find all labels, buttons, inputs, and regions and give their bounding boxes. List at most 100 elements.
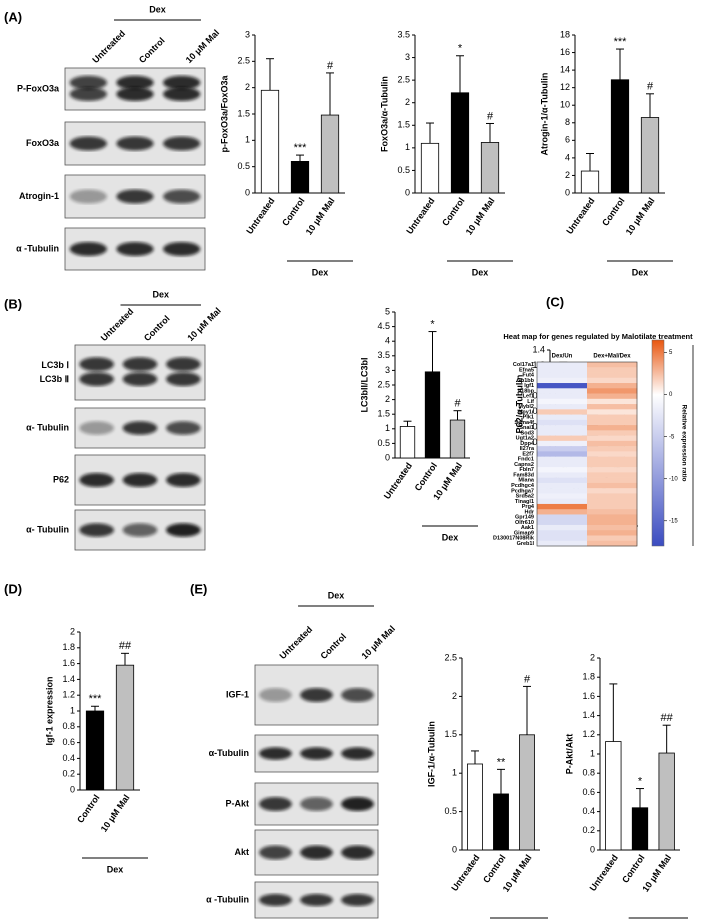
- group-label: Dex: [472, 267, 489, 277]
- heatmap-frame: [536, 361, 638, 547]
- column-label: Dex+Mal/Dex: [593, 354, 631, 360]
- blot-band: [79, 421, 114, 435]
- heatmap-cell: [587, 419, 638, 426]
- colorbar: [651, 339, 665, 547]
- heatmap-cell: [537, 503, 588, 510]
- y-tick-label: 1.4: [62, 674, 75, 684]
- y-tick-label: 1: [590, 748, 595, 758]
- panel-label: (D): [4, 581, 22, 596]
- x-tick-label: Control: [481, 853, 508, 885]
- y-tick-label: 2: [245, 82, 250, 92]
- y-axis-label: Igf-1 expression: [44, 676, 54, 745]
- row-label: Srd5a2: [516, 494, 534, 500]
- heatmap-cell: [537, 377, 588, 384]
- y-tick-label: 0.4: [582, 806, 595, 816]
- significance-label: *: [458, 43, 463, 55]
- y-tick-label: 0: [405, 187, 410, 197]
- blot-band: [163, 87, 201, 102]
- row-label: Lif: [527, 399, 534, 405]
- row-label: Sema4f: [514, 420, 534, 426]
- blot-band: [163, 189, 201, 204]
- heatmap-cell: [587, 498, 638, 505]
- blot-band: [122, 357, 158, 372]
- y-axis-label: Atrogin-1/α-Tubulin: [539, 73, 549, 156]
- row-label: Prg4: [522, 504, 535, 510]
- bar: [493, 793, 509, 851]
- y-tick-label: 16: [560, 47, 570, 57]
- heatmap-cell: [587, 393, 638, 400]
- x-tick-label: Untreated: [564, 196, 596, 236]
- x-tick-label: 10 μM Mal: [304, 196, 337, 237]
- heatmap-cell: [587, 414, 638, 421]
- row-label: Sod3: [521, 430, 534, 436]
- heatmap-cell: [587, 514, 638, 521]
- blot-band: [341, 747, 374, 760]
- y-tick-label: 0.6: [62, 737, 75, 747]
- y-tick-label: 2.5: [377, 379, 390, 389]
- heatmap-cell: [537, 404, 588, 410]
- significance-label: #: [327, 60, 334, 72]
- y-tick-label: 0.8: [582, 768, 595, 778]
- heatmap-cell: [587, 493, 638, 499]
- heatmap-cell: [537, 388, 588, 394]
- blot-band: [259, 747, 292, 760]
- y-tick-label: 2.5: [237, 56, 250, 66]
- bar: [420, 142, 440, 194]
- significance-label: #: [487, 110, 494, 122]
- y-tick-label: 1.5: [237, 108, 250, 118]
- bar: [260, 89, 280, 194]
- y-tick-label: 0.5: [444, 806, 457, 816]
- group-label: Dex: [632, 267, 649, 277]
- blot-band: [300, 893, 333, 907]
- blot-band: [116, 189, 154, 204]
- y-tick-label: 0.5: [237, 161, 250, 171]
- bar: [399, 426, 416, 459]
- y-tick-label: 0: [245, 187, 250, 197]
- row-label: Plk1: [523, 415, 534, 421]
- heatmap-cell: [537, 398, 588, 405]
- y-tick-label: 1.2: [582, 729, 595, 739]
- y-tick-label: 1: [245, 135, 250, 145]
- bar: [115, 664, 135, 791]
- y-tick-label: 3: [385, 365, 390, 375]
- heatmap-cell: [587, 404, 638, 410]
- row-label: Lef1: [523, 394, 534, 400]
- y-tick-label: 1: [70, 705, 75, 715]
- row-label: Hdr: [525, 509, 535, 515]
- heatmap-cell: [587, 425, 638, 431]
- heatmap-cell: [537, 372, 588, 379]
- bar: [631, 807, 649, 851]
- significance-label: *: [638, 775, 643, 787]
- bar: [610, 79, 630, 194]
- row-label: Il18bp: [518, 388, 535, 394]
- blot-band: [166, 523, 201, 537]
- blot-label: Akt: [234, 847, 249, 857]
- y-tick-label: 1.4: [582, 710, 595, 720]
- y-tick-label: 2.5: [397, 75, 410, 85]
- heatmap-cell: [587, 383, 638, 389]
- blot-band: [79, 372, 114, 387]
- y-tick-label: 12: [560, 82, 570, 92]
- heatmap-cell: [587, 482, 638, 489]
- panel-label: (C): [546, 294, 564, 309]
- y-axis-label: FoxO3a/α-Tubulin: [379, 76, 389, 152]
- heatmap-cell: [587, 398, 638, 405]
- heatmap-cell: [587, 377, 638, 384]
- row-label: Tinagl1: [515, 499, 534, 505]
- blot-band: [116, 75, 154, 90]
- blot-band: [116, 87, 154, 102]
- significance-label: ***: [294, 142, 308, 154]
- y-tick-label: 8: [565, 117, 570, 127]
- blot-band: [79, 357, 114, 372]
- row-label: Mlana: [518, 478, 535, 484]
- y-tick-label: 0.2: [582, 825, 595, 835]
- blot-band: [259, 797, 292, 811]
- significance-label: ##: [661, 712, 674, 724]
- y-tick-label: 1.5: [377, 409, 390, 419]
- significance-label: ***: [89, 693, 103, 705]
- bar: [467, 763, 483, 851]
- heatmap-cell: [587, 519, 638, 526]
- heatmap-cell: [537, 514, 588, 521]
- blot-band: [166, 473, 201, 487]
- heatmap-cell: [537, 430, 588, 436]
